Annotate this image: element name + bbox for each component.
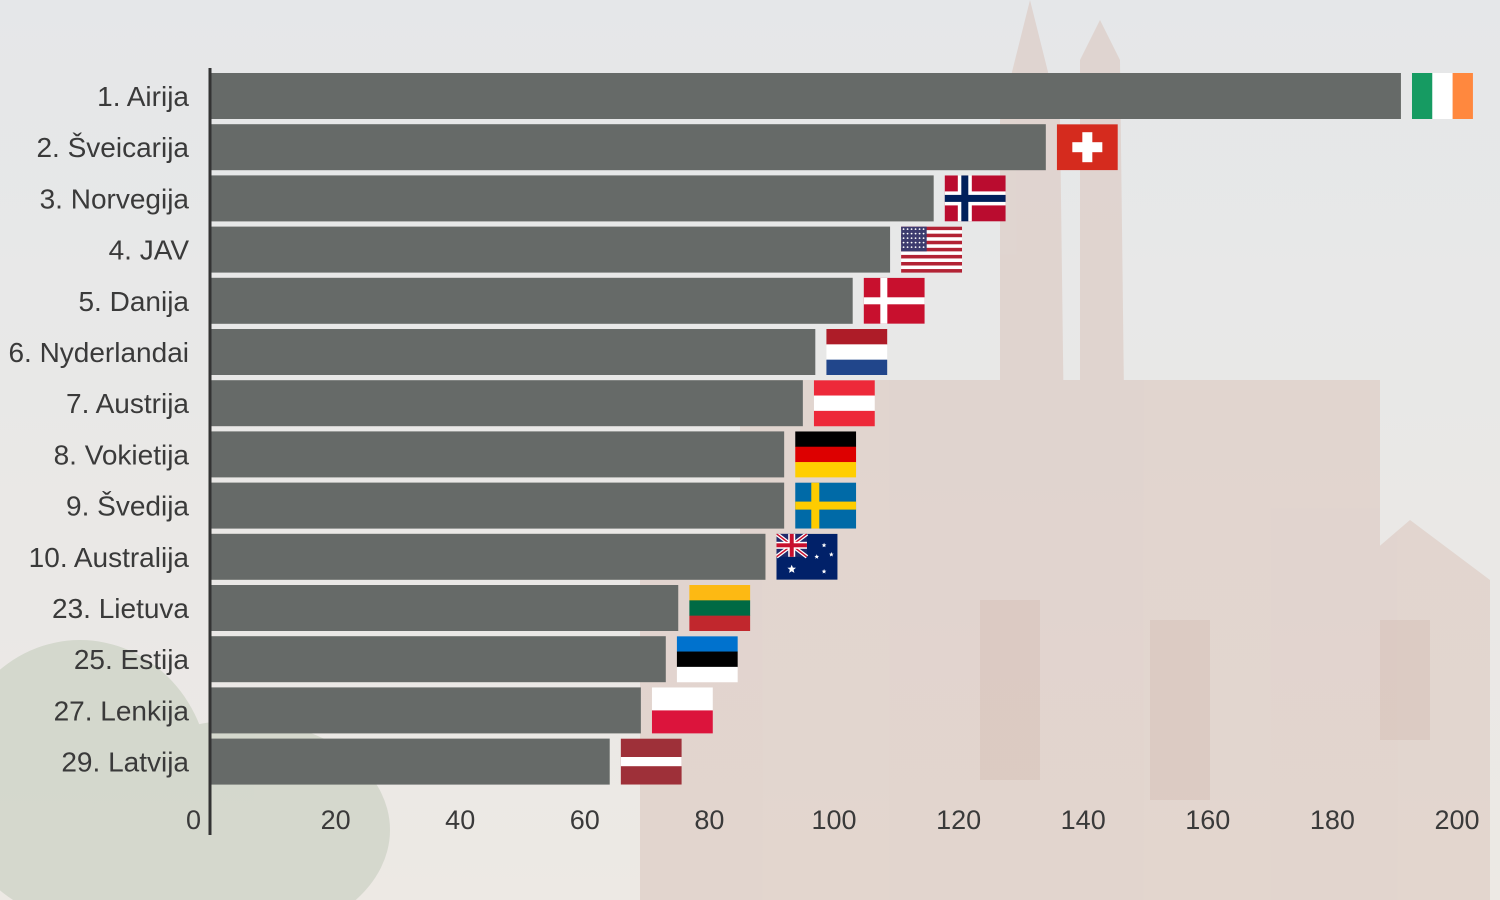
category-label: 27. Lenkija	[54, 695, 190, 726]
category-label: 25. Estija	[74, 644, 190, 675]
category-label: 5. Danija	[78, 286, 189, 317]
bar-5	[211, 277, 853, 324]
denmark-flag-icon	[863, 277, 925, 324]
bar-9	[211, 482, 785, 529]
category-labels: 1. Airija 2. Šveicarija 3. Norvegija 4. JAV…	[8, 81, 189, 778]
category-label: 2. Šveicarija	[36, 132, 189, 163]
x-tick-label: 120	[936, 805, 981, 835]
x-tick-label: 180	[1310, 805, 1355, 835]
category-label: 29. Latvija	[61, 747, 189, 778]
bar-12	[211, 636, 666, 683]
bar-3	[211, 175, 934, 222]
bar-1	[211, 73, 1401, 119]
sweden-flag-icon	[795, 482, 857, 529]
x-tick-label: 200	[1434, 805, 1479, 835]
flags	[620, 73, 1473, 785]
bar-6	[211, 329, 816, 375]
bar-14	[211, 738, 610, 785]
category-label: 8. Vokietija	[54, 439, 190, 470]
x-tick-label: 0	[186, 805, 201, 835]
bar-2	[211, 124, 1046, 171]
category-label: 7. Austrija	[66, 388, 189, 419]
bar-4	[211, 226, 891, 273]
x-tick-label: 80	[694, 805, 724, 835]
x-tick-label: 140	[1061, 805, 1106, 835]
x-tick-label: 20	[321, 805, 351, 835]
x-tick-label: 60	[570, 805, 600, 835]
austria-flag-icon	[813, 380, 875, 427]
x-tick-label: 100	[811, 805, 856, 835]
switzerland-flag-icon	[1056, 124, 1118, 171]
category-label: 9. Švedija	[66, 491, 189, 522]
usa-flag-icon	[901, 226, 963, 273]
australia-flag-icon	[776, 533, 838, 580]
x-tick-label: 40	[445, 805, 475, 835]
category-label: 4. JAV	[109, 235, 190, 266]
bars	[211, 73, 1401, 785]
lithuania-flag-icon	[689, 585, 751, 631]
latvia-flag-icon	[620, 738, 682, 785]
germany-flag-icon	[795, 431, 857, 478]
x-tick-label: 160	[1185, 805, 1230, 835]
bar-8	[211, 431, 785, 478]
bar-7	[211, 380, 803, 427]
bar-11	[211, 585, 679, 631]
poland-flag-icon	[651, 687, 713, 734]
category-label: 6. Nyderlandai	[8, 337, 189, 368]
category-label: 1. Airija	[97, 81, 189, 112]
category-label: 10. Australija	[29, 542, 190, 573]
ireland-flag-icon	[1411, 73, 1473, 119]
category-label: 23. Lietuva	[52, 593, 189, 624]
bar-10	[211, 533, 766, 580]
netherlands-flag-icon	[826, 329, 888, 375]
category-label: 3. Norvegija	[40, 183, 190, 214]
norway-flag-icon	[944, 175, 1006, 222]
x-axis-ticks: 0 20 40 60 80 100 120 140 160 180 200	[186, 805, 1480, 835]
estonia-flag-icon	[676, 636, 738, 683]
bar-13	[211, 687, 641, 734]
